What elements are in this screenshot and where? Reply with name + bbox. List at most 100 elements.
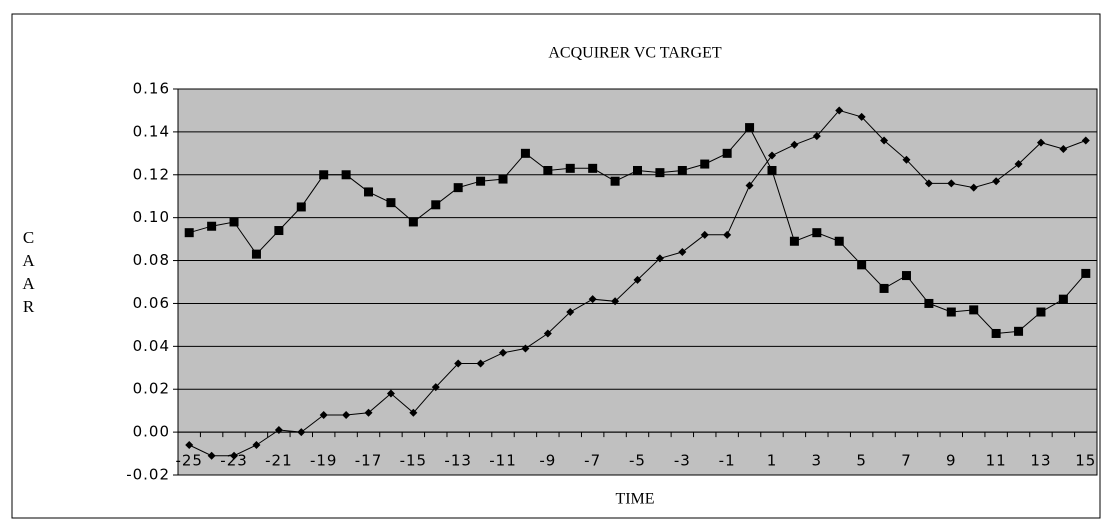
marker: [207, 221, 217, 231]
x-tick-label: -7: [584, 452, 601, 470]
x-tick-label: -25: [175, 452, 203, 470]
marker: [566, 308, 575, 317]
x-tick-label: -15: [400, 452, 428, 470]
marker: [633, 165, 642, 175]
marker: [969, 305, 979, 315]
marker: [790, 140, 799, 149]
marker: [498, 174, 508, 184]
marker: [521, 344, 530, 353]
marker: [588, 295, 597, 304]
marker: [1081, 136, 1090, 145]
y-tick-label: 0.12: [133, 165, 170, 183]
x-tick-label: -3: [674, 452, 691, 470]
x-tick-label: 5: [856, 452, 867, 470]
x-tick-label: -11: [489, 452, 517, 470]
x-tick-label: -1: [719, 452, 736, 470]
y-tick-label: 0.00: [133, 423, 170, 441]
marker: [364, 187, 374, 197]
marker: [767, 165, 777, 175]
marker: [342, 410, 351, 419]
marker: [880, 136, 889, 145]
marker: [364, 408, 373, 417]
x-tick-label: -21: [265, 452, 293, 470]
marker: [543, 329, 552, 338]
marker: [341, 170, 351, 180]
marker: [1081, 268, 1091, 278]
marker: [274, 425, 283, 434]
marker: [946, 307, 956, 317]
marker: [767, 151, 776, 160]
y-tick-label: 0.04: [133, 337, 170, 355]
marker: [992, 177, 1001, 186]
marker: [229, 217, 239, 227]
x-tick-label: -13: [444, 452, 472, 470]
marker: [499, 348, 508, 357]
marker: [296, 202, 306, 212]
marker: [700, 159, 710, 169]
marker: [610, 176, 620, 186]
x-tick-label: 7: [901, 452, 912, 470]
marker: [611, 297, 620, 306]
x-tick-label: 11: [986, 452, 1007, 470]
x-tick-label: -19: [310, 452, 338, 470]
marker: [185, 440, 194, 449]
marker: [454, 359, 463, 368]
marker: [252, 440, 261, 449]
x-tick-label: -17: [355, 452, 383, 470]
marker: [431, 383, 440, 392]
marker: [319, 410, 328, 419]
marker: [857, 260, 867, 270]
marker: [924, 298, 934, 308]
marker: [588, 163, 598, 173]
x-tick-label: 15: [1075, 452, 1096, 470]
marker: [835, 106, 844, 115]
marker: [969, 183, 978, 192]
y-tick-label: 0.14: [133, 122, 170, 140]
y-axis-title: CAAR: [19, 228, 38, 320]
marker: [453, 183, 463, 193]
y-tick-label: 0.08: [133, 251, 170, 269]
marker: [677, 165, 687, 175]
marker: [633, 275, 642, 284]
marker: [678, 247, 687, 256]
marker: [901, 271, 911, 281]
marker: [1014, 326, 1024, 336]
marker: [207, 451, 216, 460]
marker: [789, 236, 799, 246]
marker: [745, 123, 755, 133]
marker: [1014, 160, 1023, 169]
marker: [723, 230, 732, 239]
x-tick-label: 9: [946, 452, 957, 470]
marker: [297, 428, 306, 437]
marker: [386, 389, 395, 398]
marker: [655, 168, 665, 178]
marker: [1058, 294, 1068, 304]
marker: [1059, 145, 1068, 154]
y-tick-label: -0.02: [126, 466, 170, 484]
x-tick-label: 3: [812, 452, 823, 470]
marker: [520, 148, 530, 158]
marker: [655, 254, 664, 263]
marker: [924, 179, 933, 188]
marker: [745, 181, 754, 190]
marker: [991, 328, 1001, 338]
x-axis-title: TIME: [615, 491, 654, 508]
x-tick-label: -5: [629, 452, 646, 470]
y-tick-label: 0.02: [133, 380, 170, 398]
marker: [1036, 138, 1045, 147]
marker: [947, 179, 956, 188]
marker: [476, 359, 485, 368]
y-tick-label: 0.10: [133, 208, 170, 226]
marker: [251, 249, 261, 259]
marker: [812, 132, 821, 141]
marker: [476, 176, 486, 186]
marker: [902, 155, 911, 164]
marker: [230, 451, 239, 460]
x-tick-label: 1: [767, 452, 778, 470]
marker: [1036, 307, 1046, 317]
y-tick-label: 0.06: [133, 294, 170, 312]
marker: [565, 163, 575, 173]
x-tick-label: 13: [1030, 452, 1051, 470]
